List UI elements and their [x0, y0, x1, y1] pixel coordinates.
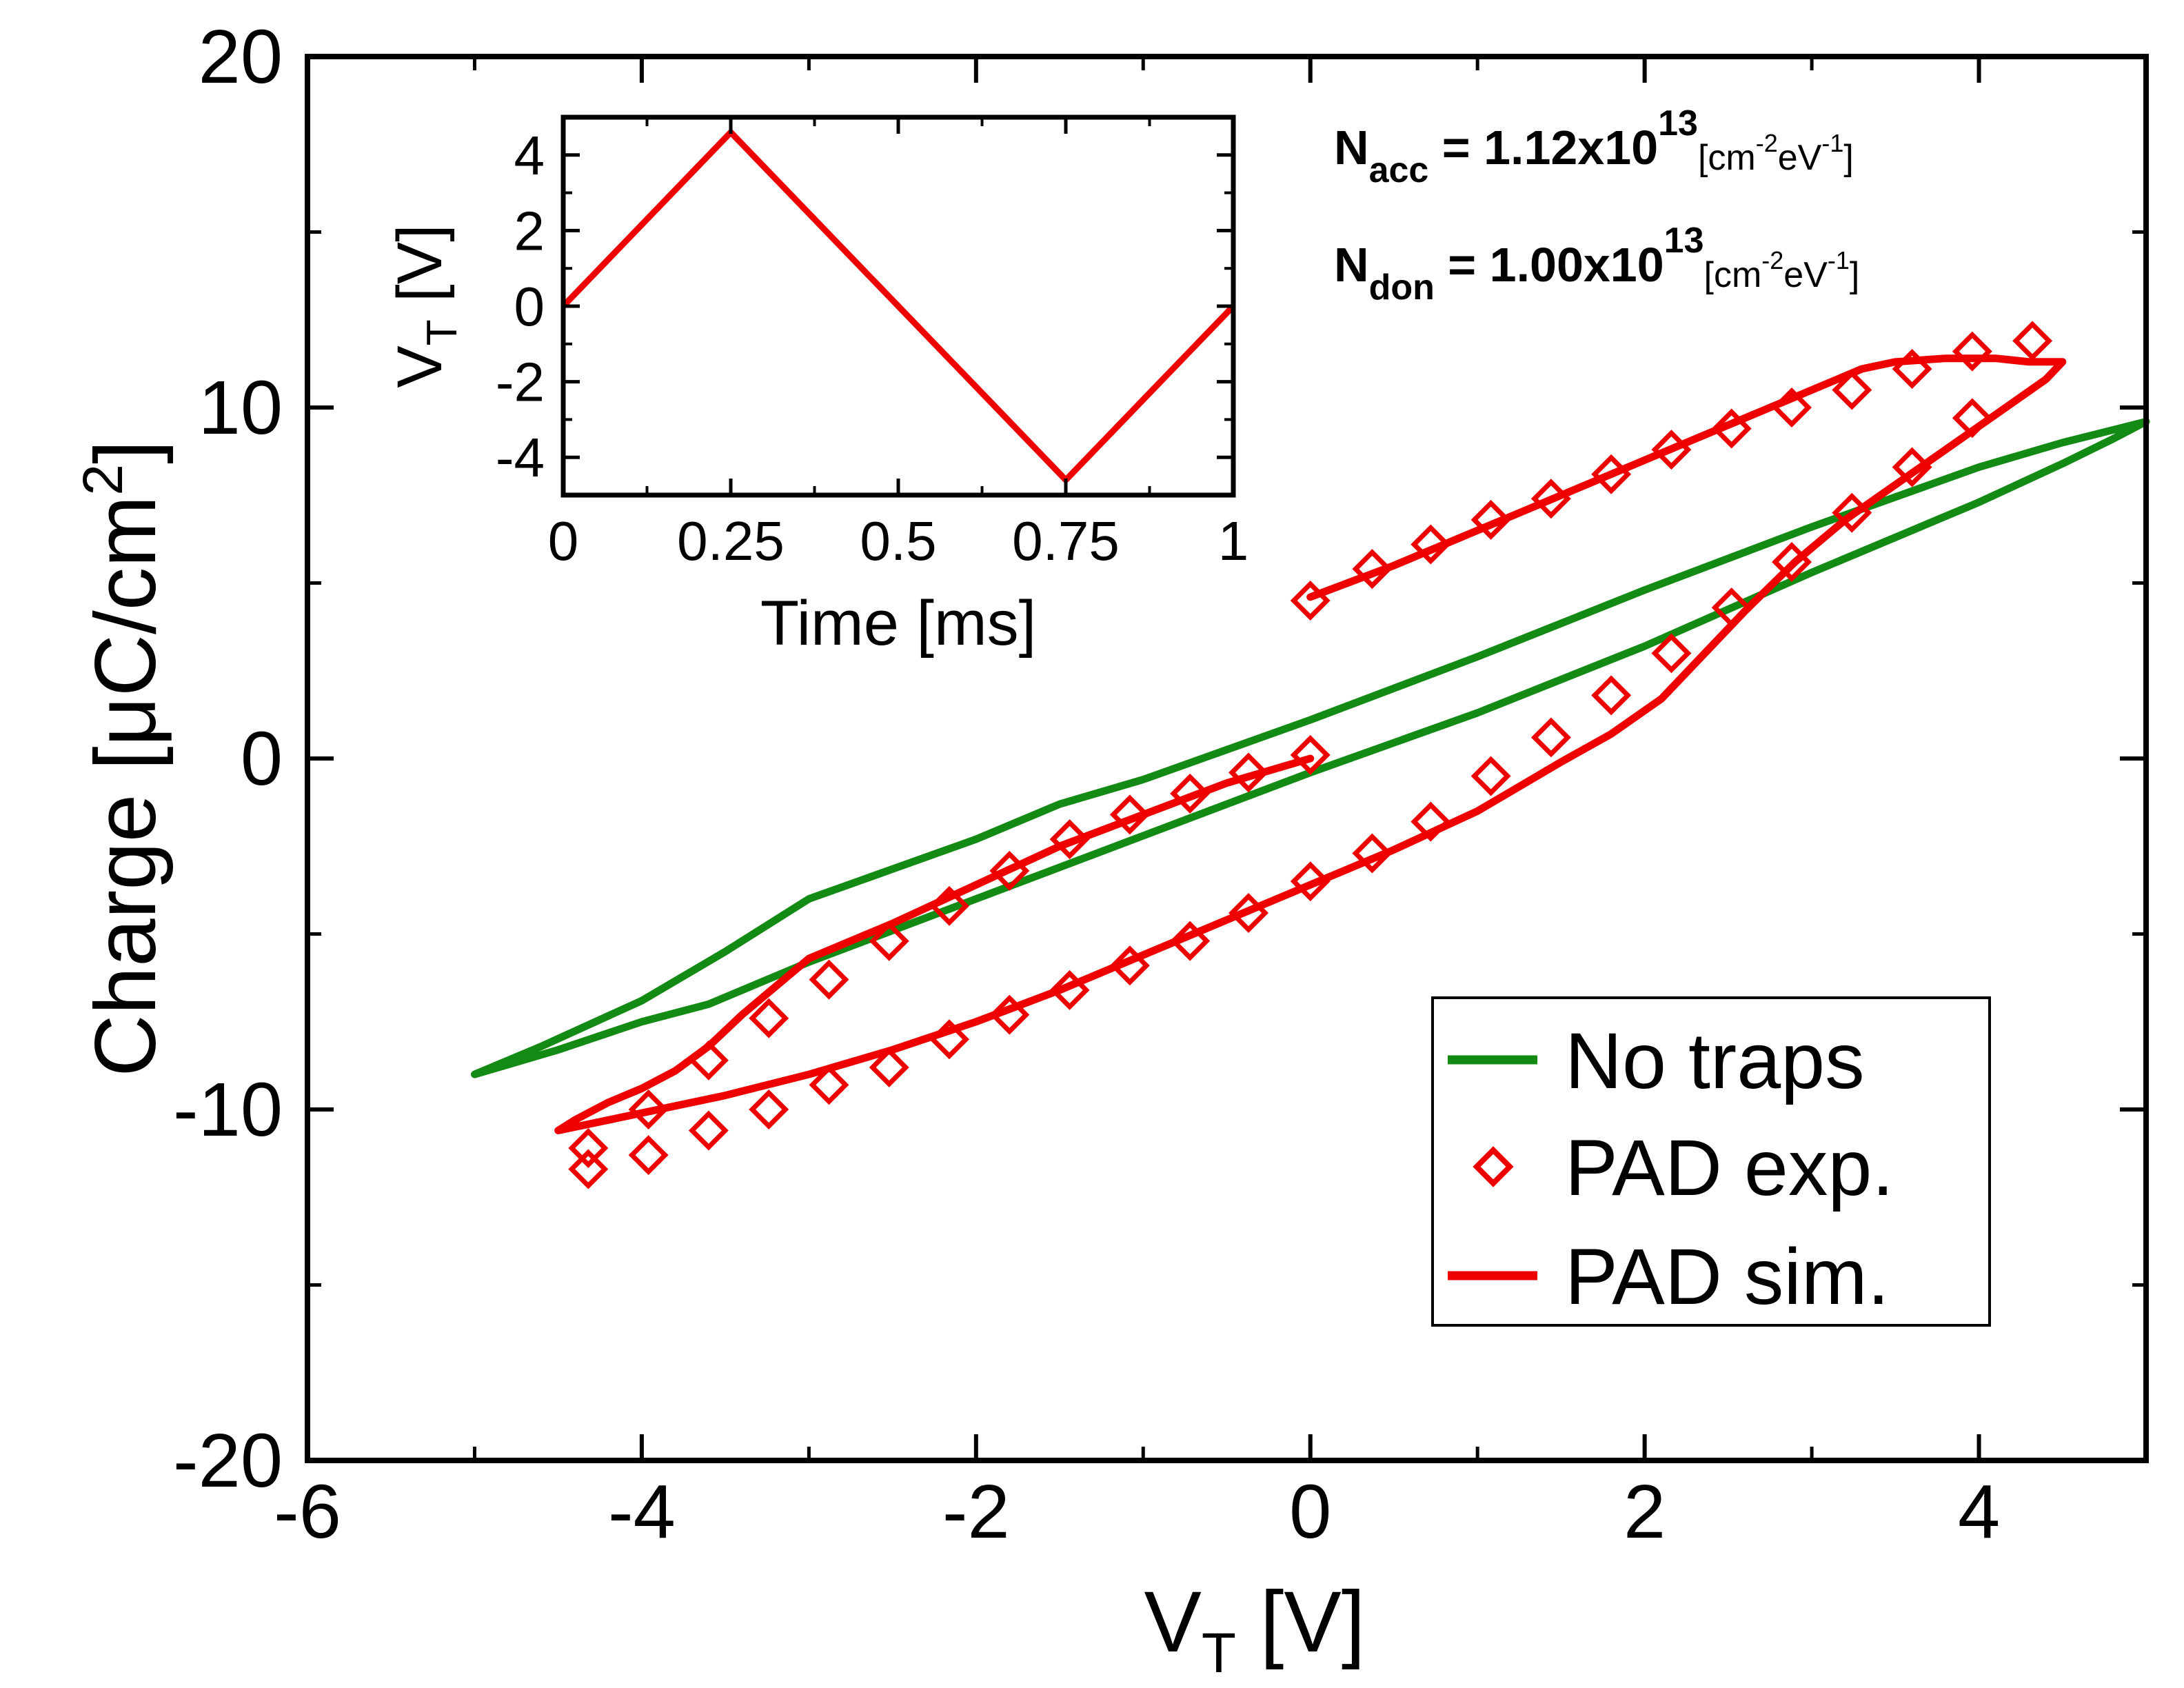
legend-swatch-pad-exp [1473, 1146, 1514, 1187]
data-point-pad-exp [1651, 633, 1692, 674]
data-point-pad-exp [1591, 675, 1632, 716]
inset-x-tick-label: 0 [548, 510, 579, 572]
y-tick-label: -10 [173, 1067, 283, 1152]
legend-box [1431, 996, 1991, 1327]
x-tick-label: -6 [274, 1469, 341, 1554]
inset-y-tick-labels: -4 -2 0 2 4 [496, 125, 545, 488]
inset-series-line [560, 129, 1236, 483]
data-point-pad-exp [628, 1135, 669, 1176]
inset-y-tick-label: -4 [496, 427, 545, 488]
data-point-pad-exp [869, 1047, 909, 1087]
data-point-pad-exp [2012, 321, 2053, 361]
data-point-pad-exp [749, 998, 789, 1038]
x-tick-label: 0 [1289, 1469, 1331, 1554]
inset-y-tick-label: 0 [514, 276, 545, 337]
inset-x-axis-title: Time [ms] [760, 588, 1036, 659]
x-tick-label: 4 [1958, 1469, 2000, 1554]
inset-ticks [561, 117, 1235, 495]
inset-x-tick-label: 0.5 [860, 510, 936, 572]
main-y-tick-labels: -20 -10 0 10 20 [173, 14, 283, 1503]
data-point-pad-exp [1952, 331, 1992, 372]
data-point-pad-exp [1832, 370, 1872, 410]
legend: No traps PAD exp. PAD sim. [1431, 996, 1991, 1327]
data-point-pad-exp [1470, 756, 1511, 796]
y-tick-label: -20 [173, 1418, 283, 1503]
inset-data-layer [560, 129, 1236, 483]
y-tick-label: 20 [199, 14, 283, 99]
x-tick-label: -4 [608, 1469, 676, 1554]
data-point-pad-exp [1591, 454, 1632, 494]
data-point-pad-exp [809, 1065, 849, 1105]
data-point-pad-exp [869, 921, 909, 961]
inset-plot: 0 0.25 0.5 0.75 1 -4 -2 0 2 4 Time [ms] VT [V] [385, 114, 1249, 659]
data-point-pad-exp [749, 1089, 789, 1129]
data-point-pad-exp [809, 959, 849, 1000]
inset-y-tick-label: 4 [514, 125, 545, 186]
data-point-pad-exp [628, 1089, 669, 1129]
legend-label-pad-exp: PAD exp. [1565, 1124, 1894, 1212]
main-data-layer [471, 321, 2150, 1189]
y-tick-label: 10 [199, 365, 283, 450]
x-axis-title: VT [V] [1144, 1574, 1365, 1685]
inset-y-tick-label: 2 [514, 200, 545, 261]
inset-y-tick-label: -2 [496, 352, 545, 413]
series-line-no-traps [471, 417, 2150, 1078]
trap-density-annotations: Nacc = 1.12x1013[cm-2eV-1] Ndon = 1.00x1… [1334, 103, 1859, 308]
inset-y-axis-title: VT [V] [385, 224, 466, 388]
data-point-pad-exp [688, 1110, 729, 1151]
data-point-pad-exp [568, 1128, 609, 1169]
main-ticks [305, 54, 2146, 1463]
y-tick-label: 0 [241, 716, 283, 801]
inset-x-tick-label: 0.25 [677, 510, 785, 572]
inset-x-tick-label: 1 [1218, 510, 1249, 572]
inset-x-tick-label: 0.75 [1012, 510, 1120, 572]
legend-label-pad-sim: PAD sim. [1565, 1233, 1890, 1321]
x-tick-label: 2 [1624, 1469, 1666, 1554]
nacc-annotation: Nacc = 1.12x1013[cm-2eV-1] [1334, 103, 1854, 190]
data-point-pad-exp [1530, 717, 1571, 758]
x-tick-label: -2 [942, 1469, 1010, 1554]
main-x-tick-labels: -6 -4 -2 0 2 4 [274, 1469, 2000, 1554]
data-point-pad-exp [568, 1149, 609, 1189]
ndon-annotation: Ndon = 1.00x1013[cm-2eV-1] [1334, 221, 1859, 308]
legend-label-no-traps: No traps [1565, 1017, 1865, 1105]
inset-x-tick-labels: 0 0.25 0.5 0.75 1 [548, 510, 1249, 572]
series-line-pad-sim [554, 354, 2067, 1134]
y-axis-title: Charge [μC/cm2] [72, 440, 174, 1076]
